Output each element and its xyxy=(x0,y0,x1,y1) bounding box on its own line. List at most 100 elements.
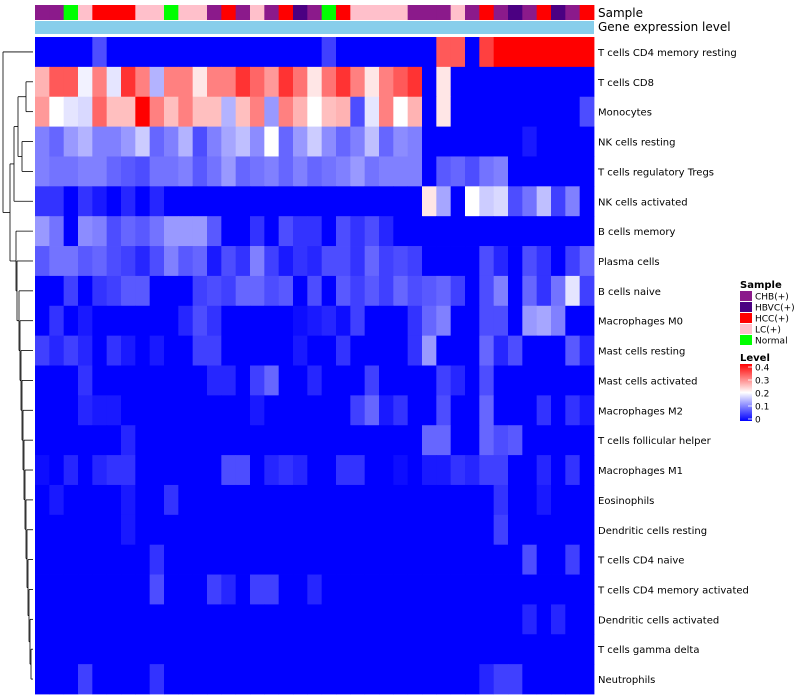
heatmap-cell xyxy=(278,574,294,605)
heatmap-cell xyxy=(479,96,495,127)
heatmap-cell xyxy=(522,216,538,247)
heatmap-cell xyxy=(407,604,423,635)
heatmap-cell xyxy=(379,335,394,366)
heatmap-cell xyxy=(293,574,308,605)
heatmap-cell xyxy=(436,275,452,307)
heatmap-cell xyxy=(450,37,466,68)
heatmap-cell xyxy=(336,216,351,247)
heatmap-cell xyxy=(264,574,280,605)
heatmap-cell xyxy=(436,395,452,426)
heatmap-cell xyxy=(465,425,480,456)
heatmap-cell xyxy=(278,126,294,157)
heatmap-cell xyxy=(121,634,136,665)
heatmap-cell xyxy=(250,664,265,695)
heatmap-cell xyxy=(63,544,79,575)
heatmap-cell xyxy=(336,514,351,546)
heatmap-cell xyxy=(508,455,523,486)
heatmap-cell xyxy=(350,126,366,157)
heatmap-cell xyxy=(336,604,351,635)
heatmap-cell xyxy=(250,395,265,426)
heatmap-cell xyxy=(350,186,366,217)
heatmap-cell xyxy=(35,574,50,605)
heatmap-cell xyxy=(450,96,466,127)
heatmap-cell xyxy=(407,335,423,366)
heatmap-cell xyxy=(164,96,179,127)
heatmap-cell xyxy=(293,156,308,187)
sample-track-cell xyxy=(565,5,581,20)
heatmap-cell xyxy=(164,126,179,157)
heatmap-cell xyxy=(551,156,566,187)
heatmap-cell xyxy=(436,425,452,456)
heatmap-cell xyxy=(49,604,65,635)
heatmap-cell xyxy=(63,275,79,307)
heatmap-cell xyxy=(149,246,165,277)
heatmap-cell xyxy=(565,335,581,366)
heatmap-cell xyxy=(264,305,280,337)
sample-track-cell xyxy=(35,5,50,20)
heatmap-cell xyxy=(278,484,294,516)
heatmap-cell xyxy=(321,425,337,456)
heatmap-cell xyxy=(221,365,237,396)
heatmap-cell xyxy=(536,126,552,157)
heatmap-cell xyxy=(135,395,151,426)
heatmap-cell xyxy=(192,335,208,366)
heatmap-cell xyxy=(164,66,179,98)
heatmap-cell xyxy=(522,66,538,98)
heatmap-cell xyxy=(407,216,423,247)
heatmap-cell xyxy=(307,365,323,396)
heatmap-cell xyxy=(350,37,366,68)
heatmap-cell xyxy=(436,544,452,575)
heatmap-cell xyxy=(508,365,523,396)
heatmap-cell xyxy=(149,156,165,187)
row-label: T cells CD4 naive xyxy=(597,556,684,567)
heatmap-cell xyxy=(121,395,136,426)
heatmap-cell xyxy=(393,634,409,665)
heatmap-cell xyxy=(221,425,237,456)
heatmap-cell xyxy=(307,634,323,665)
heatmap-cell xyxy=(407,156,423,187)
heatmap-cell xyxy=(35,604,50,635)
heatmap-cell xyxy=(307,126,323,157)
heatmap-cell xyxy=(135,365,151,396)
heatmap-cell xyxy=(135,484,151,516)
heatmap-cell xyxy=(106,275,122,307)
gene-expression-level-track xyxy=(35,21,594,34)
heatmap-cell xyxy=(63,186,79,217)
heatmap-cell xyxy=(135,66,151,98)
heatmap-cell xyxy=(350,544,366,575)
heatmap-cell xyxy=(250,574,265,605)
sample-track-cell xyxy=(121,5,136,20)
heatmap-cell xyxy=(522,604,538,635)
sample-track-cell xyxy=(250,5,265,20)
heatmap-cell xyxy=(149,455,165,486)
heatmap-cell xyxy=(78,574,93,605)
heatmap-cell xyxy=(92,216,108,247)
heatmap-cell xyxy=(278,395,294,426)
sample-annotation-track xyxy=(35,5,595,20)
heatmap-cell xyxy=(49,335,65,366)
row-label: Plasma cells xyxy=(598,257,660,268)
heatmap-cell xyxy=(207,335,222,366)
heatmap-cell xyxy=(336,634,351,665)
heatmap-cell xyxy=(307,156,323,187)
heatmap-cell xyxy=(522,365,538,396)
heatmap-cell xyxy=(321,66,337,98)
heatmap-cell xyxy=(149,216,165,247)
heatmap-cell xyxy=(49,574,65,605)
heatmap-cell xyxy=(379,246,394,277)
heatmap-cell xyxy=(106,484,122,516)
legend-sample-swatch xyxy=(740,291,752,301)
heatmap-cell xyxy=(436,37,452,68)
heatmap-cell xyxy=(508,425,523,456)
heatmap-cell xyxy=(493,156,509,187)
heatmap-cell xyxy=(565,156,581,187)
heatmap-cell xyxy=(536,484,552,516)
heatmap-cell xyxy=(49,425,65,456)
row-label: T cells regulatory Tregs xyxy=(597,167,714,178)
heatmap-cell xyxy=(178,664,194,695)
heatmap-cell xyxy=(479,455,495,486)
heatmap-cell xyxy=(450,544,466,575)
heatmap-cell xyxy=(479,484,495,516)
heatmap-cell xyxy=(551,37,566,68)
heatmap-cell xyxy=(221,634,237,665)
